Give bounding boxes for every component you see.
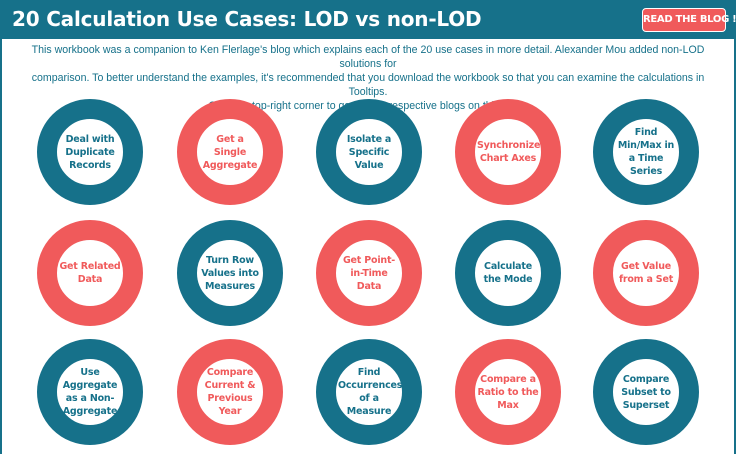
use-case-card[interactable]: Isolate a Specific Value: [316, 99, 422, 205]
page-title: 20 Calculation Use Cases: LOD vs non-LOD: [12, 7, 482, 31]
use-case-label: Isolate a Specific Value: [346, 133, 392, 171]
use-case-card[interactable]: Compare Current & Previous Year: [177, 339, 283, 445]
use-case-card[interactable]: Use Aggregate as a Non-Aggregate: [37, 339, 143, 445]
use-case-card[interactable]: Get Related Data: [37, 220, 143, 326]
use-case-label: Get Related Data: [59, 261, 121, 285]
use-case-card[interactable]: Compare Subset to Superset: [593, 339, 699, 445]
use-case-label: Find Occurrences of a Measure: [338, 367, 403, 417]
use-case-label: Turn Row Values into Measures: [201, 254, 259, 292]
intro-line-2: comparison. To better understand the exa…: [31, 72, 705, 98]
use-case-label: Find Min/Max in a Time Series: [617, 127, 675, 177]
use-case-label: Synchronize Chart Axes: [477, 140, 541, 164]
intro-text: This workbook was a companion to Ken Fle…: [14, 43, 722, 113]
use-case-label: Deal with Duplicate Records: [65, 133, 115, 171]
use-case-card[interactable]: Find Occurrences of a Measure: [316, 339, 422, 445]
use-case-label: Calculate the Mode: [483, 261, 533, 285]
use-case-card[interactable]: Turn Row Values into Measures: [177, 220, 283, 326]
use-case-card[interactable]: Find Min/Max in a Time Series: [593, 99, 699, 205]
use-case-label: Compare a Ratio to the Max: [477, 373, 539, 411]
use-case-card[interactable]: Get a Single Aggregate: [177, 99, 283, 205]
use-case-card[interactable]: Get Point-in-Time Data: [316, 220, 422, 326]
use-case-card[interactable]: Compare a Ratio to the Max: [455, 339, 561, 445]
use-case-label: Get Point-in-Time Data: [342, 254, 396, 292]
use-case-card[interactable]: Calculate the Mode: [455, 220, 561, 326]
intro-line-1: This workbook was a companion to Ken Fle…: [31, 44, 705, 70]
use-case-card[interactable]: Deal with Duplicate Records: [37, 99, 143, 205]
frame-border-left: [0, 39, 2, 454]
frame-border-right: [734, 39, 736, 454]
use-case-label: Get Value from a Set: [618, 261, 674, 285]
use-case-label: Compare Current & Previous Year: [204, 367, 256, 417]
use-case-label: Compare Subset to Superset: [621, 373, 671, 411]
header-bar: 20 Calculation Use Cases: LOD vs non-LOD…: [0, 0, 736, 39]
use-case-card[interactable]: Get Value from a Set: [593, 220, 699, 326]
use-case-label: Use Aggregate as a Non-Aggregate: [62, 367, 118, 417]
use-case-card[interactable]: Synchronize Chart Axes: [455, 99, 561, 205]
read-the-blog-button[interactable]: READ THE BLOG !: [642, 8, 736, 32]
use-case-label: Get a Single Aggregate: [202, 133, 258, 171]
